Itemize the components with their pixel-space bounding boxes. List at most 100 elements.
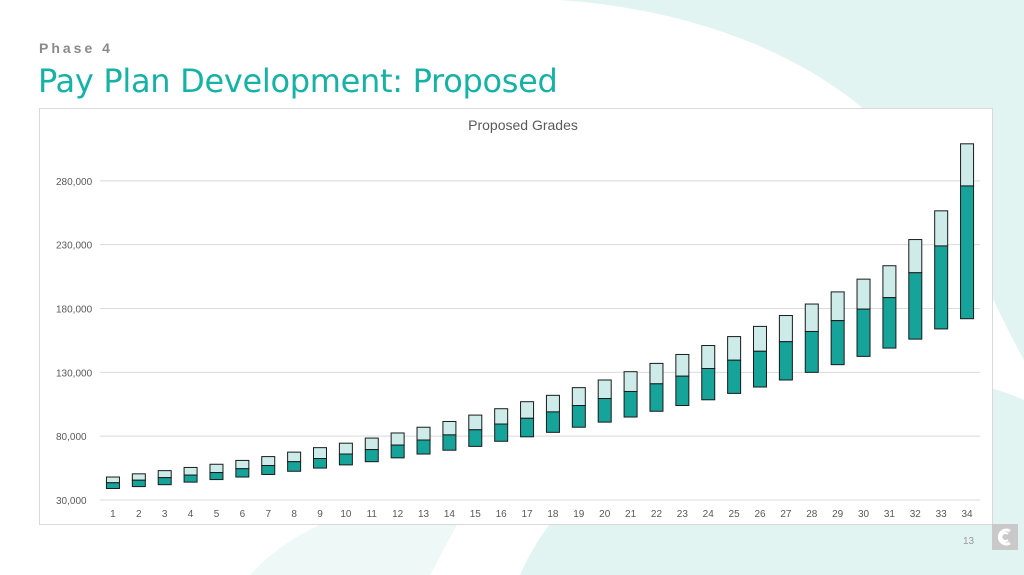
x-tick-label: 8 [291,509,297,520]
x-tick-label: 16 [496,509,508,520]
bar-upper-18 [545,394,560,413]
bar-upper-32 [908,239,923,274]
bar-lower-12 [390,444,405,459]
bar-lower-27 [778,341,793,381]
bar-upper-33 [934,210,949,247]
x-tick-label: 10 [340,509,352,520]
proposed-grades-chart: Proposed Grades 30,000 80,000 130,000 180,00… [56,117,980,520]
bar-lower-24 [701,368,716,401]
x-tick-label: 25 [729,509,741,520]
x-tick-label: 24 [703,509,715,520]
bar-lower-32 [908,272,923,340]
bar-upper-19 [571,387,586,407]
bar-lower-20 [597,398,612,423]
bar-lower-3 [157,477,172,486]
x-tick-label: 30 [858,509,870,520]
y-tick-label: 280,000 [56,177,93,188]
x-tick-label: 9 [317,509,323,520]
x-tick-label: 7 [265,509,271,520]
y-tick-label: 30,000 [56,496,87,507]
x-tick-label: 20 [599,509,611,520]
y-tick-label: 130,000 [56,368,93,379]
company-logo-icon [992,524,1018,550]
x-tick-label: 14 [444,509,456,520]
x-tick-label: 34 [961,509,973,520]
bar-upper-3 [157,470,172,479]
bar-upper-25 [727,336,742,361]
bar-lower-18 [545,411,560,433]
bar-upper-21 [623,371,638,392]
bar-upper-4 [183,466,198,476]
x-tick-label: 29 [832,509,844,520]
bar-upper-23 [675,353,690,377]
x-tick-label: 4 [188,509,194,520]
bar-upper-34 [960,143,975,187]
bar-lower-11 [364,449,379,463]
bar-upper-6 [235,459,250,470]
x-tick-label: 6 [240,509,246,520]
x-tick-label: 26 [754,509,766,520]
x-tick-label: 17 [521,509,533,520]
x-tick-label: 21 [625,509,637,520]
x-tick-label: 13 [418,509,430,520]
bar-upper-7 [261,456,276,467]
bar-upper-14 [442,420,457,436]
x-tick-label: 22 [651,509,663,520]
y-tick-label: 80,000 [56,432,87,443]
x-tick-label: 2 [136,509,142,520]
bar-lower-29 [830,320,845,366]
bar-lower-17 [520,417,535,438]
bar-upper-1 [105,476,120,484]
page-number: 13 [963,536,975,547]
x-tick-label: 5 [214,509,220,520]
bar-lower-34 [960,185,975,320]
bar-lower-23 [675,375,690,407]
bar-upper-26 [753,325,767,352]
bar-upper-17 [520,401,535,419]
bar-lower-1 [105,482,120,490]
bar-upper-8 [287,451,302,463]
bar-lower-5 [209,472,224,481]
bar-upper-2 [131,473,146,481]
bar-upper-15 [468,414,483,431]
bar-lower-13 [416,439,431,455]
bar-upper-29 [830,291,845,322]
bar-upper-16 [494,408,509,425]
x-tick-label: 11 [367,509,378,520]
bar-lower-4 [183,474,198,483]
bar-upper-30 [856,278,871,310]
background-swoosh-upper [560,0,1024,360]
x-tick-label: 1 [110,509,116,520]
y-tick-label: 230,000 [56,241,93,252]
x-tick-label: 19 [573,509,585,520]
bar-upper-27 [778,315,793,343]
bar-lower-7 [261,465,276,475]
bar-upper-13 [416,426,431,441]
bar-upper-9 [313,447,327,460]
bar-upper-5 [209,463,224,474]
phase-label: Phase 4 [39,40,113,56]
x-tick-label: 3 [162,509,168,520]
x-tick-label: 15 [470,509,482,520]
bar-lower-14 [442,434,457,451]
x-tick-label: 32 [910,509,922,520]
bar-lower-6 [235,468,250,478]
x-tick-label: 33 [936,509,948,520]
bar-lower-28 [804,330,819,373]
x-tick-label: 27 [780,509,792,520]
chart-title: Proposed Grades [468,117,578,133]
bar-lower-21 [623,390,638,418]
bar-lower-31 [882,297,897,349]
page-title: Pay Plan Development: Proposed [38,62,558,100]
x-tick-label: 31 [884,509,896,520]
bar-lower-30 [856,308,871,357]
bar-upper-10 [338,442,353,455]
bar-lower-10 [338,453,353,466]
bar-upper-28 [804,303,819,332]
x-tick-label: 18 [547,509,559,520]
bar-lower-26 [753,350,767,388]
chart-container: Proposed Grades 30,000 80,000 130,000 180,00… [39,108,993,525]
bar-lower-19 [571,405,586,428]
bar-lower-9 [313,458,327,469]
bar-upper-22 [649,362,664,385]
